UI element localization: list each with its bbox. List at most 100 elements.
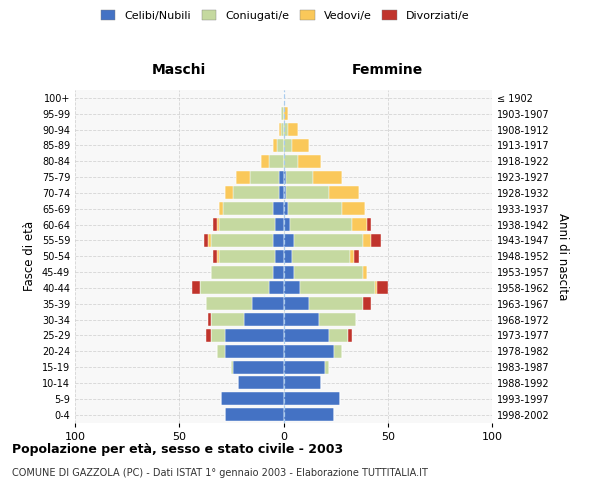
Bar bbox=[275, 250, 284, 262]
Bar bbox=[284, 202, 287, 215]
Bar bbox=[221, 392, 284, 405]
Bar bbox=[219, 202, 223, 215]
Bar bbox=[225, 329, 284, 342]
Bar bbox=[284, 392, 340, 405]
Bar bbox=[363, 234, 371, 247]
Bar bbox=[294, 234, 363, 247]
Bar bbox=[206, 329, 211, 342]
Bar bbox=[284, 108, 287, 120]
Bar bbox=[244, 313, 284, 326]
Text: COMUNE DI GAZZOLA (PC) - Dati ISTAT 1° gennaio 2003 - Elaborazione TUTTITALIA.IT: COMUNE DI GAZZOLA (PC) - Dati ISTAT 1° g… bbox=[12, 468, 428, 477]
Bar bbox=[238, 376, 284, 390]
Bar bbox=[217, 345, 225, 358]
Bar bbox=[208, 313, 211, 326]
Bar bbox=[292, 250, 350, 262]
Bar bbox=[217, 218, 219, 231]
Bar bbox=[284, 234, 294, 247]
Bar bbox=[371, 234, 382, 247]
Bar bbox=[269, 155, 284, 168]
Bar bbox=[223, 202, 273, 215]
Bar bbox=[284, 282, 300, 294]
Bar bbox=[233, 186, 280, 200]
Bar bbox=[284, 329, 329, 342]
Bar bbox=[280, 123, 281, 136]
Bar bbox=[290, 218, 352, 231]
Bar bbox=[225, 186, 233, 200]
Bar bbox=[281, 108, 284, 120]
Bar bbox=[355, 250, 359, 262]
Bar bbox=[219, 218, 275, 231]
Bar bbox=[219, 250, 275, 262]
Bar bbox=[273, 234, 284, 247]
Bar bbox=[329, 329, 348, 342]
Bar bbox=[352, 218, 367, 231]
Bar bbox=[225, 345, 284, 358]
Bar bbox=[208, 234, 211, 247]
Bar bbox=[273, 202, 284, 215]
Bar bbox=[211, 266, 273, 278]
Bar bbox=[298, 155, 321, 168]
Bar bbox=[200, 282, 269, 294]
Bar bbox=[286, 170, 313, 183]
Bar bbox=[260, 155, 269, 168]
Bar bbox=[269, 282, 284, 294]
Bar bbox=[284, 186, 286, 200]
Bar bbox=[284, 345, 334, 358]
Bar bbox=[192, 282, 200, 294]
Bar bbox=[212, 218, 217, 231]
Bar bbox=[375, 282, 377, 294]
Bar bbox=[294, 266, 363, 278]
Bar bbox=[284, 218, 290, 231]
Bar bbox=[363, 266, 367, 278]
Bar bbox=[273, 139, 277, 152]
Text: Femmine: Femmine bbox=[352, 64, 424, 78]
Bar bbox=[250, 170, 280, 183]
Bar bbox=[313, 170, 342, 183]
Y-axis label: Anni di nascita: Anni di nascita bbox=[556, 212, 569, 300]
Bar bbox=[232, 360, 233, 374]
Bar bbox=[211, 313, 244, 326]
Bar bbox=[284, 170, 286, 183]
Legend: Celibi/Nubili, Coniugati/e, Vedovi/e, Divorziati/e: Celibi/Nubili, Coniugati/e, Vedovi/e, Di… bbox=[96, 6, 474, 25]
Y-axis label: Fasce di età: Fasce di età bbox=[23, 221, 36, 292]
Bar bbox=[284, 250, 292, 262]
Bar bbox=[284, 313, 319, 326]
Bar bbox=[286, 186, 329, 200]
Bar bbox=[367, 218, 371, 231]
Bar bbox=[212, 250, 217, 262]
Bar bbox=[284, 155, 298, 168]
Bar bbox=[350, 250, 355, 262]
Bar bbox=[225, 408, 284, 421]
Bar bbox=[319, 313, 356, 326]
Bar bbox=[206, 298, 252, 310]
Bar bbox=[300, 282, 375, 294]
Bar bbox=[280, 186, 284, 200]
Bar bbox=[348, 329, 352, 342]
Bar bbox=[211, 329, 225, 342]
Text: Popolazione per età, sesso e stato civile - 2003: Popolazione per età, sesso e stato civil… bbox=[12, 442, 343, 456]
Bar bbox=[281, 123, 284, 136]
Bar bbox=[273, 266, 284, 278]
Bar bbox=[308, 298, 363, 310]
Bar bbox=[292, 139, 308, 152]
Bar bbox=[329, 186, 359, 200]
Bar bbox=[284, 376, 321, 390]
Bar bbox=[252, 298, 284, 310]
Bar bbox=[287, 202, 342, 215]
Bar bbox=[363, 298, 371, 310]
Bar bbox=[277, 139, 284, 152]
Bar bbox=[342, 202, 365, 215]
Bar bbox=[211, 234, 273, 247]
Bar bbox=[284, 139, 292, 152]
Bar bbox=[217, 250, 219, 262]
Bar bbox=[325, 360, 329, 374]
Bar bbox=[236, 170, 250, 183]
Bar bbox=[204, 234, 208, 247]
Bar bbox=[284, 123, 287, 136]
Bar bbox=[284, 360, 325, 374]
Bar bbox=[284, 266, 294, 278]
Bar bbox=[280, 170, 284, 183]
Bar bbox=[233, 360, 284, 374]
Bar bbox=[275, 218, 284, 231]
Bar bbox=[377, 282, 388, 294]
